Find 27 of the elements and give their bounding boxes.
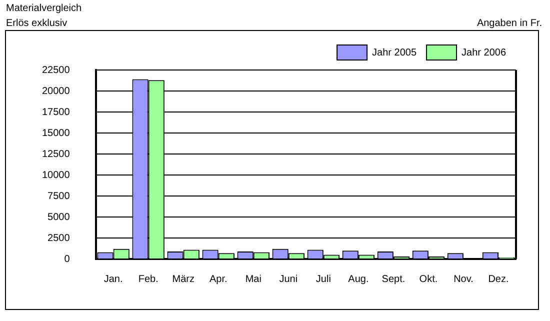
legend-label: Jahr 2006 xyxy=(462,47,506,58)
x-tick-label: Aug. xyxy=(348,274,369,285)
y-tick-label: 0 xyxy=(64,254,70,265)
x-tick-label: Apr. xyxy=(209,274,228,285)
y-tick-label: 5000 xyxy=(48,212,70,223)
x-tick-label: Juni xyxy=(279,274,298,285)
y-tick-label: 20000 xyxy=(42,86,70,97)
x-tick-label: Jan. xyxy=(104,274,123,285)
x-tick-label: Okt. xyxy=(419,274,438,285)
y-tick-label: 17500 xyxy=(42,106,70,118)
y-tick-label: 7500 xyxy=(48,190,70,202)
x-tick-label: Mai xyxy=(245,274,262,285)
x-tick-label: Dez. xyxy=(488,274,509,285)
x-tick-label: Juli xyxy=(316,274,331,285)
x-tick-label: Nov. xyxy=(454,274,474,285)
x-tick-label: März xyxy=(172,274,194,285)
y-tick-label: 10000 xyxy=(42,170,70,181)
y-tick-label: 22500 xyxy=(42,64,70,76)
text: Angaben in Fr. xyxy=(476,17,542,31)
y-tick-label: 2500 xyxy=(48,232,70,244)
y-tick-label: 15000 xyxy=(42,128,70,139)
legend-label: Jahr 2005 xyxy=(372,47,417,58)
x-tick-label: Feb. xyxy=(138,274,158,285)
chart-subtitle: Erlös exklusiv xyxy=(6,17,68,31)
chart-title: Materialvergleich xyxy=(6,2,82,16)
y-tick-label: 12500 xyxy=(42,148,70,160)
x-tick-label: Sept. xyxy=(382,274,406,285)
